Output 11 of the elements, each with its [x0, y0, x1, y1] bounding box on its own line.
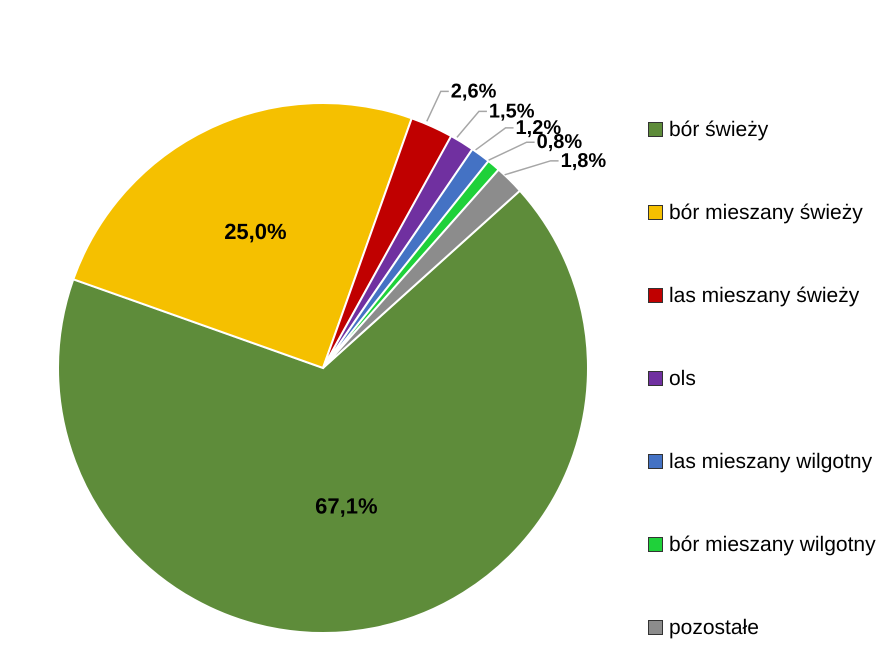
legend-label: pozostałe — [669, 616, 759, 640]
data-label: 25,0% — [224, 218, 287, 244]
data-label: 67,1% — [315, 493, 378, 518]
legend-label: bór mieszany wilgotny — [669, 532, 876, 556]
legend-label: las mieszany wilgotny — [669, 450, 872, 474]
legend-label: ols — [669, 366, 696, 390]
legend-label: las mieszany świeży — [669, 284, 860, 308]
data-label: 1,8% — [560, 150, 606, 172]
legend-label: bór świeży — [669, 118, 768, 142]
data-label: 2,6% — [450, 80, 497, 102]
legend-label: bór mieszany świeży — [669, 200, 863, 224]
